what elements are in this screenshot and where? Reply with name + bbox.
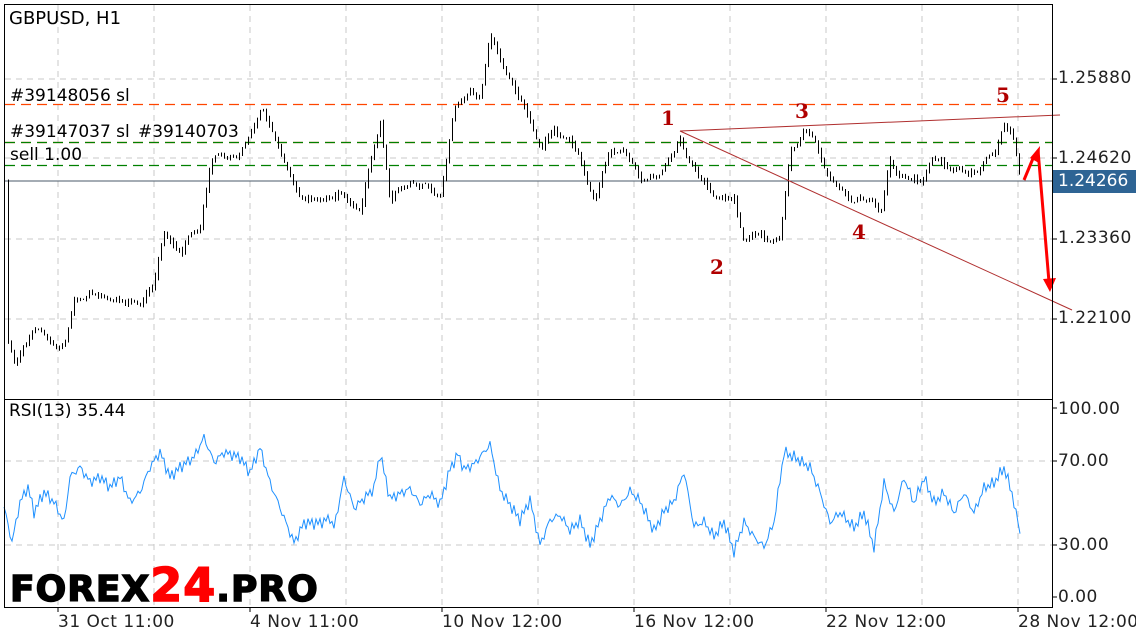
rsi-line	[3, 433, 1021, 558]
wave-label-2: 2	[710, 255, 724, 279]
rsi-tick-label: 30.00	[1058, 535, 1110, 555]
y-tick-label: 1.24620	[1058, 148, 1132, 168]
frame	[4, 4, 1053, 608]
current-price-badge: 1.24266	[1053, 170, 1136, 193]
wave-label-3: 3	[795, 99, 809, 123]
y-tick-label: 1.25880	[1058, 68, 1132, 88]
wave-annotations	[679, 114, 1073, 311]
grid	[5, 5, 1052, 607]
rsi-tick-label: 100.00	[1058, 399, 1121, 419]
rsi-tick-label: 70.00	[1058, 451, 1110, 471]
upper-trendline[interactable]	[679, 114, 1061, 132]
x-tick-label: 22 Nov 12:00	[826, 612, 947, 632]
order-label: sell 1.00	[10, 145, 83, 165]
order-lines	[5, 103, 1052, 167]
wave-label-5: 5	[996, 83, 1010, 107]
price-bars	[8, 33, 1020, 366]
wave-label-4: 4	[852, 220, 866, 244]
x-tick-label: 31 Oct 11:00	[58, 612, 175, 632]
order-label-overlap: #39140703	[138, 122, 239, 142]
x-tick-label: 4 Nov 11:00	[250, 612, 360, 632]
chart-title: GBPUSD, H1	[9, 8, 122, 29]
lower-trendline[interactable]	[679, 130, 1073, 311]
rsi-title: RSI(13) 35.44	[9, 401, 126, 421]
rsi-series	[3, 433, 1021, 558]
order-label: #39148056 sl	[10, 86, 130, 106]
x-tick-label: 10 Nov 12:00	[442, 612, 563, 632]
wave-label-1: 1	[661, 106, 675, 130]
axis-ticks	[57, 78, 1057, 612]
y-tick-label: 1.23360	[1058, 228, 1132, 248]
rsi-tick-label: 0.00	[1058, 587, 1098, 607]
x-tick-label: 16 Nov 12:00	[634, 612, 755, 632]
order-label: #39147037 sl	[10, 122, 130, 142]
x-tick-label: 28 Nov 12:00	[1018, 612, 1136, 632]
y-tick-label: 1.22100	[1058, 308, 1132, 328]
forex24-logo: FOREX24.PRO	[9, 557, 319, 613]
